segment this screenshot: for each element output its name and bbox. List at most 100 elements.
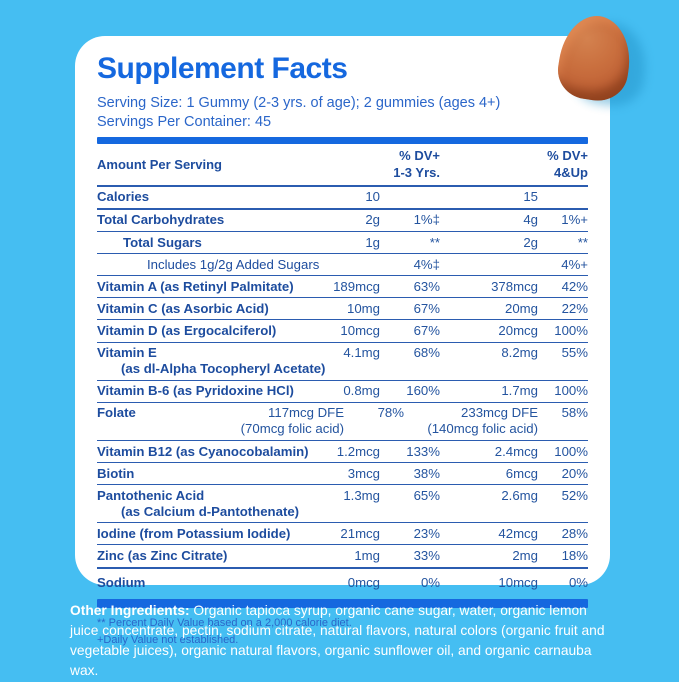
nutrient-amount-4up: 20mg	[505, 300, 538, 316]
nutrient-dv-1-3yrs: 63%	[413, 278, 440, 294]
nutrient-dv-4up: 28%	[561, 525, 588, 541]
nutrient-name: Iodine (from Potassium Iodide)	[97, 525, 291, 541]
nutrient-dv-4up: 22%	[561, 300, 588, 316]
nutrient-dv-1-3yrs: 68%	[413, 345, 440, 361]
nutrient-amount-4up: 2mg	[512, 547, 538, 563]
nutrient-amount-1-3yrs: 117mcg DFE (70mcg folic acid)	[240, 405, 344, 437]
nutrient-amount-1-3yrs: 1g	[365, 234, 380, 250]
nutrient-amount-4up: 2.4mcg	[494, 443, 538, 459]
nutrient-name: Sodium	[97, 574, 146, 590]
nutrient-name: Vitamin E (as dl-Alpha Tocopheryl Acetate…	[97, 345, 326, 377]
nutrient-dv-4up: 52%	[561, 487, 588, 503]
nutrient-amount-1-3yrs: 189mcg	[333, 278, 380, 294]
nutrient-dv-4up: 100%	[554, 322, 588, 338]
nutrient-dv-1-3yrs: 133%	[406, 443, 440, 459]
table-top-bar	[97, 137, 588, 145]
nutrient-dv-1-3yrs: 67%	[413, 300, 440, 316]
table-row: Vitamin D (as Ergocalciferol) 10mcg 67% 20m…	[97, 320, 588, 343]
table-row: Biotin 3mcg 38% 6mcg 20%	[97, 463, 588, 486]
nutrient-amount-1-3yrs: 21mcg	[340, 525, 380, 541]
serving-size: Serving Size: 1 Gummy (2-3 yrs. of age);…	[97, 95, 501, 111]
nutrient-dv-1-3yrs: 65%	[413, 487, 440, 503]
nutrient-dv-4up: 18%	[561, 547, 588, 563]
table-row: Total Sugars 1g ** 2g **	[97, 232, 588, 255]
nutrient-amount-1-3yrs: 0mcg	[347, 574, 380, 590]
table-row: Vitamin A (as Retinyl Palmitate) 189mcg 63…	[97, 276, 588, 299]
table-header: Amount Per Serving % DV+ 1-3 Yrs. % DV+ …	[97, 144, 588, 187]
table-row: Vitamin E (as dl-Alpha Tocopheryl Acetate…	[97, 343, 588, 381]
table-row: Zinc (as Zinc Citrate) 1mg 33% 2mg 18%	[97, 545, 588, 569]
serving-info: Serving Size: 1 Gummy (2-3 yrs. of age);…	[97, 94, 588, 131]
nutrient-name: Includes 1g/2g Added Sugars	[147, 256, 320, 272]
nutrient-name: Calories	[97, 189, 150, 205]
nutrient-amount-4up: 6mcg	[505, 465, 538, 481]
header-dv-4up: % DV+ 4&Up	[547, 148, 588, 180]
nutrient-name: Zinc (as Zinc Citrate)	[97, 547, 228, 563]
table-row: Calories 10 15	[97, 187, 588, 210]
footnotes: ** Percent Daily Value based on a 2,000 …	[97, 615, 588, 649]
nutrient-dv-1-3yrs: 78%	[377, 405, 404, 421]
nutrient-amount-1-3yrs: 1.2mcg	[336, 443, 380, 459]
servings-per-container: Servings Per Container: 45	[97, 113, 272, 130]
footnote-daily-value: ** Percent Daily Value based on a 2,000 …	[97, 616, 352, 629]
table-body: Calories 10 15 Total Carbohydrates 2g 1%‡ 4g 1%…	[97, 187, 588, 597]
header-spacer-2	[440, 148, 538, 182]
nutrient-dv-1-3yrs: 33%	[413, 547, 440, 563]
nutrient-name: Total Carbohydrates	[97, 212, 225, 228]
nutrient-dv-1-3yrs: 38%	[413, 465, 440, 481]
nutrient-amount-1-3yrs: 10mg	[347, 300, 380, 316]
other-ingredients-text: Organic tapioca syrup, organic cane suga…	[70, 603, 605, 679]
nutrient-dv-4up: **	[577, 234, 588, 250]
nutrient-dv-4up: 100%	[554, 443, 588, 459]
other-ingredients-label: Other Ingredients:	[70, 603, 190, 618]
nutrient-dv-4up: 58%	[561, 405, 588, 421]
nutrient-dv-1-3yrs: 67%	[413, 322, 440, 338]
header-amount-per-serving: Amount Per Serving	[97, 156, 222, 172]
nutrient-amount-1-3yrs: 10mcg	[340, 322, 380, 338]
nutrient-amount-4up: 1.7mg	[501, 383, 538, 399]
table-row: Folate 117mcg DFE (70mcg folic acid) 78% 233…	[97, 403, 588, 441]
table-row: Includes 1g/2g Added Sugars 4%‡ 4%+	[97, 254, 588, 277]
nutrient-amount-4up: 10mcg	[498, 574, 538, 590]
table-bottom-bar	[97, 598, 588, 608]
table-row: Vitamin B-6 (as Pyridoxine HCl) 0.8mg 160%…	[97, 381, 588, 403]
table-row: Total Carbohydrates 2g 1%‡ 4g 1%+	[97, 210, 588, 233]
nutrient-dv-1-3yrs: **	[429, 234, 440, 250]
nutrient-name: Biotin	[97, 465, 135, 481]
nutrient-amount-1-3yrs: 10	[365, 189, 380, 205]
nutrient-amount-4up: 42mcg	[498, 525, 538, 541]
gummy-image	[553, 11, 652, 111]
nutrient-dv-4up: 20%	[561, 465, 588, 481]
table-row: Sodium 0mcg 0% 10mcg 0%	[97, 569, 588, 597]
nutrient-amount-1-3yrs: 3mcg	[347, 465, 380, 481]
nutrient-name: Vitamin B12 (as Cyanocobalamin)	[97, 443, 309, 459]
nutrient-dv-1-3yrs: 4%‡	[413, 256, 440, 272]
nutrient-amount-4up: 20mcg	[498, 322, 538, 338]
nutrient-name: Vitamin A (as Retinyl Palmitate)	[97, 278, 294, 294]
nutrient-amount-4up: 15	[523, 189, 538, 205]
nutrient-name: Folate	[97, 405, 136, 421]
nutrient-dv-4up: 1%+	[561, 212, 588, 228]
nutrient-dv-1-3yrs: 160%	[406, 383, 440, 399]
nutrient-dv-4up: 42%	[561, 278, 588, 294]
footnote-not-established: +Daily Value not established.	[97, 633, 239, 646]
nutrient-name: Vitamin D (as Ergocalciferol)	[97, 322, 277, 338]
header-dv-1-3yrs: % DV+ 1-3 Yrs.	[393, 148, 440, 180]
nutrient-name: Total Sugars	[123, 234, 202, 250]
nutrient-name: Pantothenic Acid (as Calcium d-Pantothena…	[97, 487, 300, 519]
table-row: Vitamin C (as Asorbic Acid) 10mg 67% 20mg 22…	[97, 298, 588, 321]
table-row: Pantothenic Acid (as Calcium d-Pantothena…	[97, 485, 588, 524]
nutrient-dv-4up: 4%+	[561, 256, 588, 272]
nutrient-amount-1-3yrs: 4.1mg	[343, 345, 380, 361]
table-row: Vitamin B12 (as Cyanocobalamin) 1.2mcg 133…	[97, 441, 588, 464]
nutrient-amount-1-3yrs: 1mg	[354, 547, 380, 563]
nutrient-amount-4up: 8.2mg	[501, 345, 538, 361]
supplement-facts-panel: Supplement Facts Serving Size: 1 Gummy (…	[75, 36, 610, 646]
nutrient-dv-1-3yrs: 1%‡	[413, 212, 440, 228]
nutrient-dv-4up: 55%	[561, 345, 588, 361]
nutrient-amount-4up: 2.6mg	[501, 487, 538, 503]
other-ingredients: Other Ingredients: Organic tapioca syrup…	[70, 601, 619, 682]
table-row: Iodine (from Potassium Iodide) 21mcg 23% 42…	[97, 523, 588, 546]
nutrient-amount-4up: 233mcg DFE (140mcg folic acid)	[427, 405, 538, 437]
